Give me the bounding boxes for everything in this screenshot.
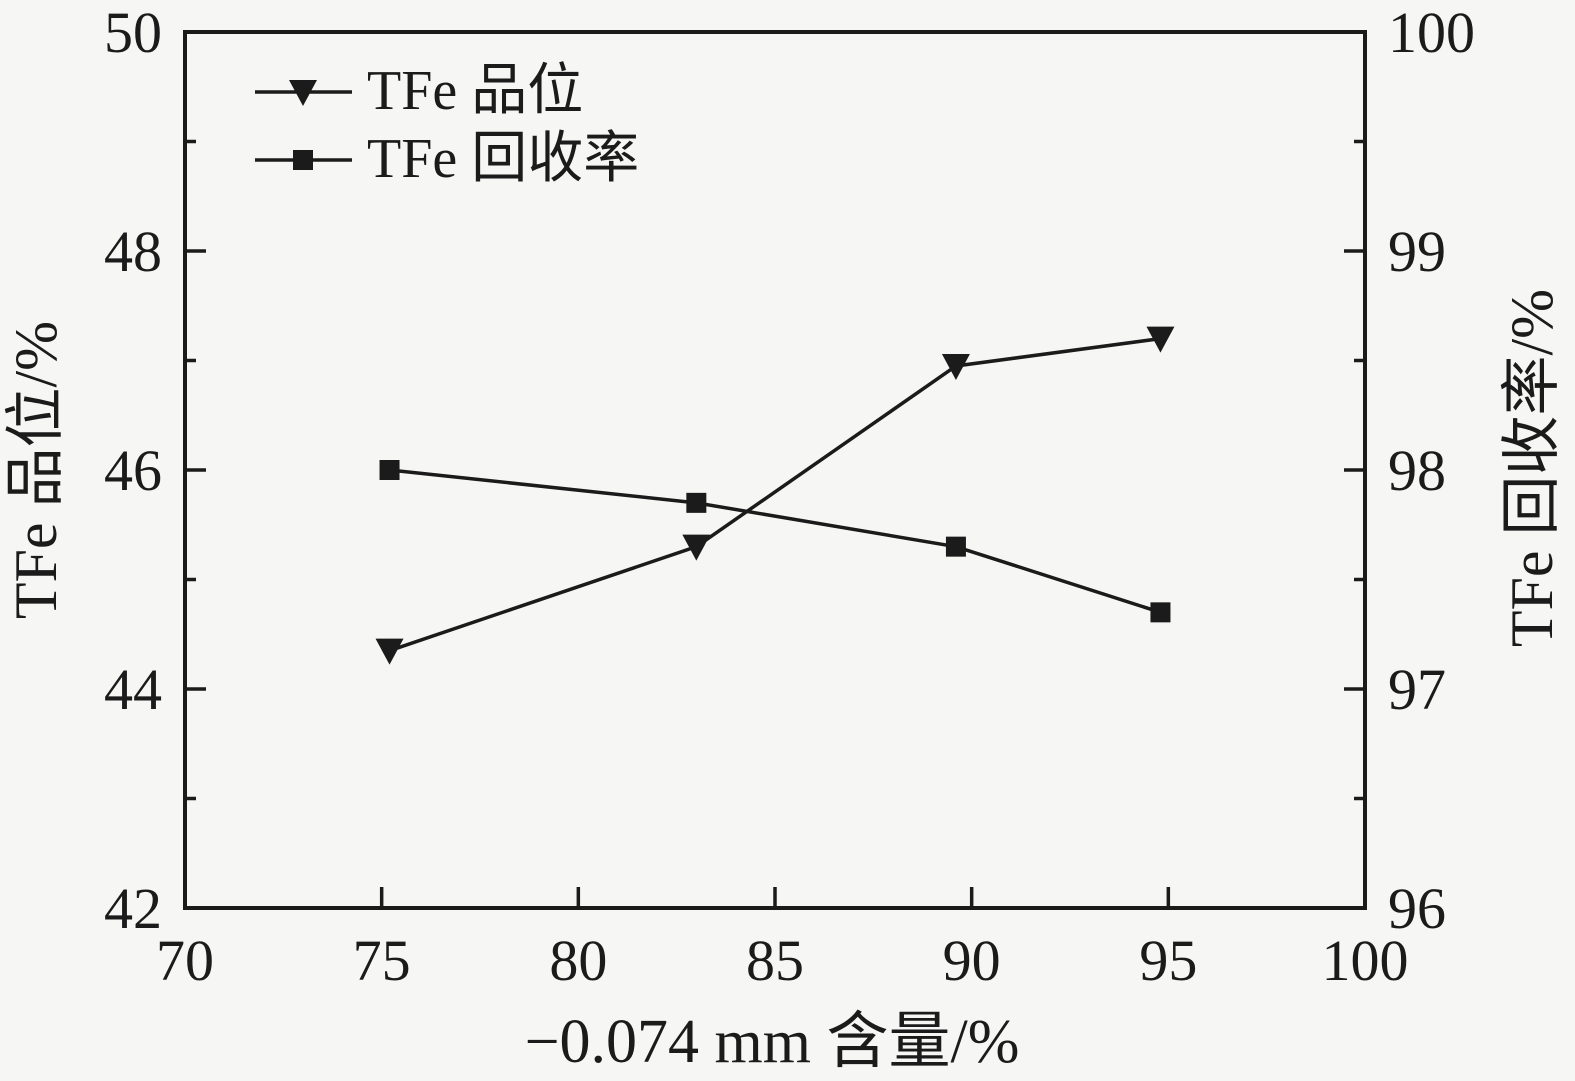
series-tfe-recovery-line [389, 468, 1162, 615]
series-tfe-recovery-point-square-icon [1150, 602, 1171, 623]
legend-item-recovery-label: TFe 回收率 [367, 128, 639, 190]
y-axis-left-title: TFe 品位/% [3, 321, 69, 619]
series-layer [375, 326, 1175, 665]
plot-border [183, 30, 1367, 910]
y-right-tick-label: 96 [1388, 876, 1446, 941]
axes-layer: 70 75 80 85 90 95 100 42 44 46 48 50 96 97 98 99 100 [104, 0, 1475, 993]
y-left-tick-label: 42 [104, 876, 162, 941]
x-tick-label: 95 [1139, 928, 1197, 993]
series-tfe-grade-point-triangle-down-icon [682, 534, 711, 561]
y-left-tick-label: 44 [104, 657, 162, 722]
series-tfe-grade-point-triangle-down-icon [375, 638, 404, 665]
x-tick-label: 100 [1322, 928, 1409, 993]
x-axis-title: −0.074 mm 含量/% [525, 1008, 1020, 1076]
legend-marker-square-icon [293, 150, 313, 170]
y-right-tick-label: 98 [1388, 438, 1446, 503]
y-axis-right-title: TFe 回收率/% [1499, 289, 1565, 647]
x-tick-label: 80 [549, 928, 607, 993]
y-right-tick-label: 97 [1388, 657, 1446, 722]
y-left-tick-label: 46 [104, 438, 162, 503]
legend-item-grade-label: TFe 品位 [367, 60, 583, 122]
series-tfe-grade-point-triangle-down-icon [941, 353, 970, 380]
x-tick-label: 85 [746, 928, 804, 993]
y-right-tick-label: 100 [1388, 0, 1475, 65]
y-right-tick-label: 99 [1388, 219, 1446, 284]
series-tfe-recovery-point-square-icon [945, 536, 966, 557]
series-tfe-grade-line [388, 336, 1161, 653]
y-left-tick-label: 48 [104, 219, 162, 284]
series-tfe-recovery-point-square-icon [686, 492, 707, 513]
x-tick-label: 75 [353, 928, 411, 993]
x-tick-label: 70 [156, 928, 214, 993]
legend [255, 80, 352, 170]
series-tfe-recovery-point-square-icon [379, 460, 400, 480]
series-tfe-grade-point-triangle-down-icon [1146, 326, 1175, 353]
y-left-tick-label: 50 [104, 0, 162, 65]
legend-marker-triangle-down-icon [289, 80, 317, 106]
x-tick-label: 90 [943, 928, 1001, 993]
